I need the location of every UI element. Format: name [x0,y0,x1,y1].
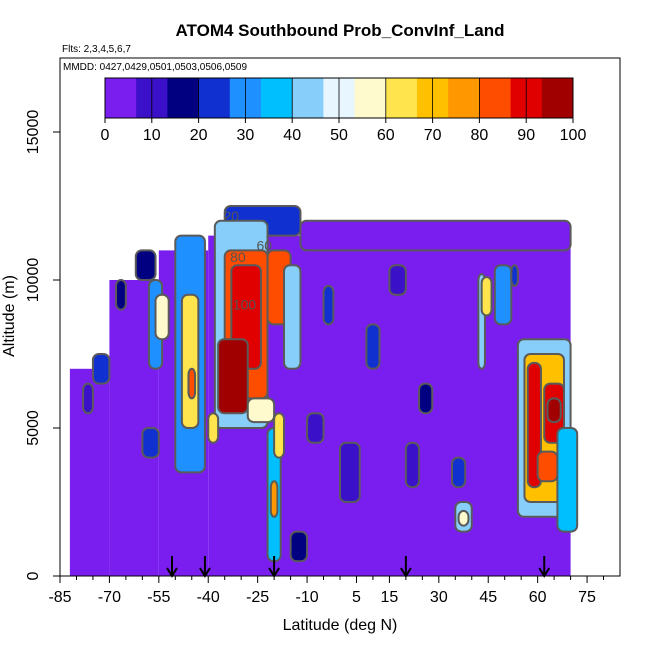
x-tick-label: 15 [381,589,399,606]
x-axis-label: Latitude (deg N) [283,617,398,634]
x-tick-label: -25 [246,589,269,606]
colorbar-swatch [479,78,512,118]
x-tick-label: -85 [48,589,71,606]
colorbar-tick-label: 40 [283,127,301,144]
contour-label: 100 [233,297,257,313]
flight-marker-head [400,567,412,578]
x-tick-label: -40 [197,589,220,606]
heatmap-cell [273,412,285,459]
heatmap-cell [207,412,220,444]
heatmap-cell [510,264,519,287]
flight-marker-head [199,567,211,578]
x-tick-label: -70 [98,589,121,606]
flight-marker-head [166,567,178,578]
colorbar-tick-label: 70 [424,127,442,144]
y-axis-label: Altitude (m) [1,275,18,357]
heatmap-cells [69,205,579,576]
x-tick-label: 75 [578,589,596,606]
dates-note: MMDD: 0427,0429,0501,0503,0506,0509 [63,62,247,73]
heatmap-cell [451,456,467,489]
colorbar-swatch [541,78,574,118]
colorbar-swatch [198,78,231,118]
y-tick-label: 10000 [25,258,42,303]
heatmap-cell [536,450,559,483]
colorbar-tick-label: 50 [330,127,348,144]
colorbar-swatch [105,78,137,118]
colorbar-tick-label: 60 [377,127,395,144]
x-tick-label: -10 [295,589,318,606]
heatmap-cell [154,293,170,341]
heatmap-cell [134,249,157,281]
heatmap-cell [404,441,421,489]
heatmap-cell [217,338,249,415]
x-tick-label: 60 [529,589,547,606]
heatmap-cell [246,397,276,424]
flight-marker-head [538,567,551,578]
heatmap-cell [115,279,127,311]
x-tick-label: 5 [352,589,361,606]
heatmap-cell [187,367,197,400]
heatmap-cell [546,397,562,424]
colorbar-swatch [261,78,293,118]
heatmap-cell [82,382,94,415]
colorbar-tick-label: 90 [517,127,535,144]
colorbar-swatch [292,78,324,118]
contour-labels: 20 60 80 100 [224,208,273,313]
heatmap-cell [141,427,160,459]
chart-title: ATOM4 Southbound Prob_ConvInf_Land [176,21,505,40]
heatmap-cell [299,219,572,252]
colorbar-swatch [448,78,480,118]
heatmap-cell [306,412,325,444]
heatmap-cell [493,264,513,326]
x-axis: -85 -70 -55 -40 -25 -10 5 15 30 45 60 75 [48,576,605,606]
flight-marker-head [268,567,280,578]
colorbar-tick-label: 0 [101,127,110,144]
y-tick-label: 5000 [25,410,42,446]
heatmap-cell [388,264,407,296]
heatmap-cell [180,293,200,429]
heatmap-cell [457,509,470,527]
heatmap-cell [289,530,309,563]
colorbar-tick-label: 20 [190,127,208,144]
contour-label: 80 [230,249,246,265]
contour-label: 20 [224,208,240,224]
flights-note: Flts: 2,3,4,5,6,7 [62,44,131,55]
colorbar-swatch [385,78,418,118]
colorbar-swatch [354,78,387,118]
x-tick-label: -55 [147,589,170,606]
y-tick-label: 0 [25,571,42,580]
colorbar-tick-label: 100 [560,127,587,144]
colorbar-swatch [167,78,200,118]
heatmap-cell [269,480,279,518]
colorbar-tick-label: 10 [143,127,161,144]
heatmap-cell [480,276,493,317]
colorbar: 0 10 20 30 40 50 60 70 80 90 100 [101,77,587,144]
y-tick-label: 15000 [25,110,42,155]
heatmap-cell [556,427,579,533]
heatmap-cell [283,264,302,370]
heatmap-cell [339,441,361,503]
contour-label: 60 [256,237,272,253]
flight-markers [166,556,551,578]
y-axis: 0 5000 10000 15000 [25,110,60,580]
x-tick-label: 30 [430,589,448,606]
heatmap-plot-area: 20 60 80 100 [69,205,579,576]
heatmap-cell [91,353,111,385]
x-tick-label: 45 [479,589,497,606]
colorbar-tick-label: 80 [471,127,489,144]
heatmap-cell [418,382,434,415]
heatmap-cell [365,323,381,370]
heatmap-cell [322,284,335,326]
colorbar-tick-label: 30 [237,127,255,144]
